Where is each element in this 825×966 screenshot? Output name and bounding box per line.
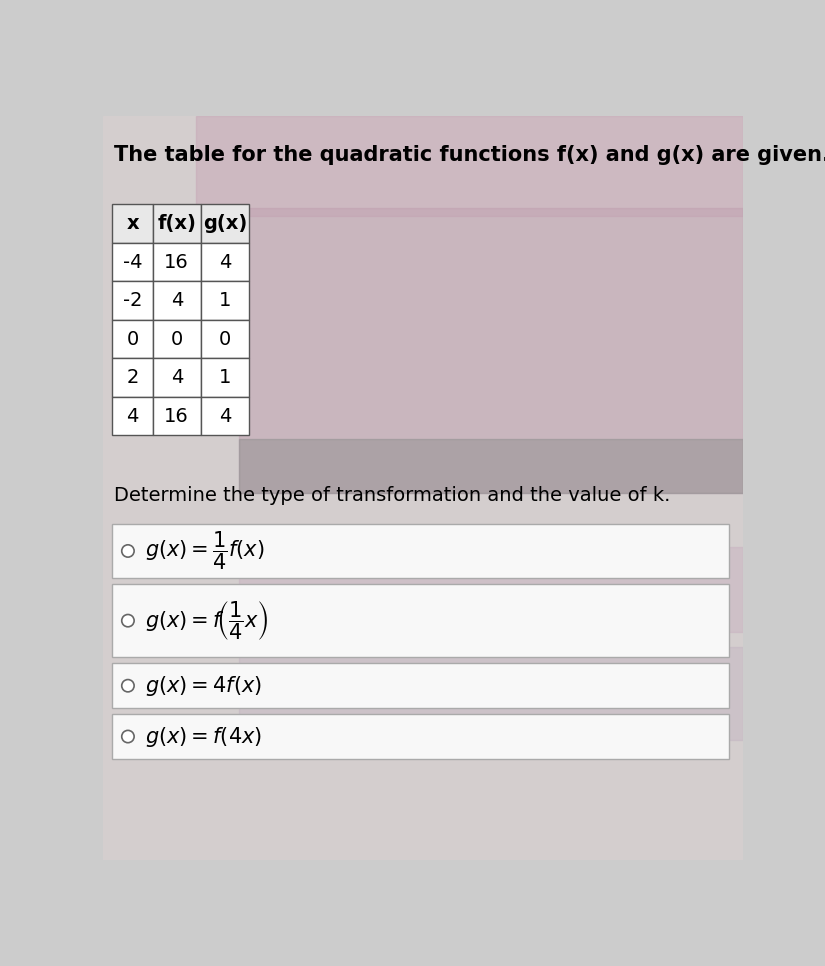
Circle shape: [122, 730, 134, 743]
Bar: [153, 281, 200, 320]
Text: $g(x) = 4f(x)$: $g(x) = 4f(x)$: [145, 673, 262, 697]
Text: 4: 4: [171, 291, 183, 310]
Text: 4: 4: [126, 407, 139, 426]
Text: 4: 4: [219, 253, 231, 271]
Bar: [112, 664, 728, 708]
Text: x: x: [126, 214, 139, 233]
Circle shape: [122, 545, 134, 557]
Bar: [200, 358, 249, 397]
Text: 1: 1: [219, 291, 231, 310]
Bar: [112, 584, 728, 657]
Text: $g(x) = f\!\left(\dfrac{1}{4}x\right)$: $g(x) = f\!\left(\dfrac{1}{4}x\right)$: [145, 599, 269, 642]
Bar: [200, 281, 249, 320]
Bar: [153, 397, 200, 436]
Bar: [200, 205, 249, 243]
Text: $g(x) = \dfrac{1}{4}f(x)$: $g(x) = \dfrac{1}{4}f(x)$: [145, 529, 265, 572]
Text: g(x): g(x): [203, 214, 247, 233]
Bar: [112, 243, 153, 281]
Text: f(x): f(x): [158, 214, 196, 233]
Bar: [153, 358, 200, 397]
Text: 1: 1: [219, 368, 231, 387]
Bar: [112, 205, 153, 243]
Bar: [112, 358, 153, 397]
Text: 2: 2: [126, 368, 139, 387]
Bar: [196, 116, 742, 216]
Text: 4: 4: [171, 368, 183, 387]
Bar: [238, 209, 742, 494]
Bar: [112, 714, 728, 759]
Text: 0: 0: [126, 329, 139, 349]
Bar: [153, 320, 200, 358]
Text: 16: 16: [164, 407, 189, 426]
Bar: [238, 647, 742, 740]
Text: $g(x) = f(4x)$: $g(x) = f(4x)$: [145, 724, 262, 749]
Text: 0: 0: [171, 329, 183, 349]
Text: 16: 16: [164, 253, 189, 271]
Text: The table for the quadratic functions f(x) and g(x) are given.: The table for the quadratic functions f(…: [114, 145, 825, 165]
Text: 0: 0: [219, 329, 231, 349]
Bar: [112, 281, 153, 320]
Bar: [238, 547, 742, 632]
Circle shape: [122, 614, 134, 627]
Text: Determine the type of transformation and the value of k.: Determine the type of transformation and…: [114, 486, 671, 504]
Circle shape: [122, 679, 134, 692]
Bar: [200, 243, 249, 281]
Text: -4: -4: [123, 253, 143, 271]
Bar: [112, 524, 728, 578]
Bar: [238, 440, 742, 494]
Bar: [153, 205, 200, 243]
Bar: [200, 320, 249, 358]
Bar: [200, 397, 249, 436]
Bar: [112, 397, 153, 436]
Bar: [112, 320, 153, 358]
Bar: [153, 243, 200, 281]
Text: -2: -2: [123, 291, 143, 310]
Text: 4: 4: [219, 407, 231, 426]
